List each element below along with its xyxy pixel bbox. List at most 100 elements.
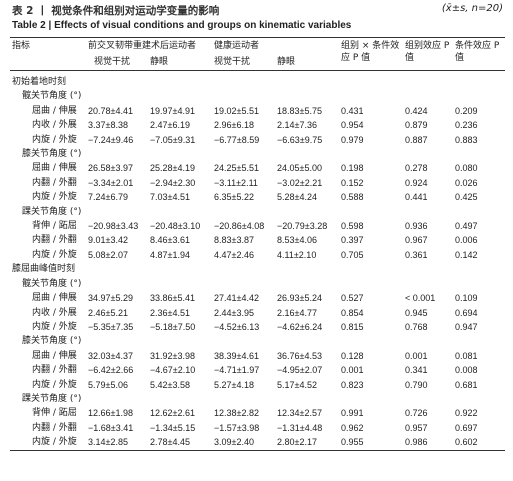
cell: 0.425: [455, 192, 478, 203]
group-row: 踝关节角度 (°): [10, 205, 505, 219]
row-label: 内旋 / 外旋: [32, 249, 77, 260]
cell: −20.86±4.08: [214, 221, 265, 232]
cell: 0.361: [405, 249, 428, 260]
cell: −4.67±2.10: [150, 365, 196, 376]
cell: −5.18±7.50: [150, 321, 196, 332]
data-row: 内翻 / 外翻 9.01±3.42 8.46±3.61 8.83±3.87 8.53±4…: [10, 233, 505, 247]
cell: 9.01±3.42: [88, 235, 128, 246]
row-label: 内翻 / 外翻: [32, 177, 77, 188]
row-label: 内旋 / 外旋: [32, 437, 77, 448]
cell: 7.24±6.79: [88, 192, 128, 203]
cell: 0.962: [341, 422, 364, 433]
cell: 6.35±5.22: [214, 192, 254, 203]
cell: 31.92±3.98: [150, 350, 195, 361]
header-cell: 条件效应 P 值: [455, 41, 500, 63]
cell: −1.68±3.41: [88, 422, 134, 433]
cell: 3.09±2.40: [214, 437, 254, 448]
cell: 0.341: [405, 365, 428, 376]
cell: 0.001: [405, 350, 428, 361]
cell: 2.14±7.36: [277, 120, 317, 131]
row-label: 内翻 / 外翻: [32, 365, 77, 376]
subheader-cell: 视觉干扰: [94, 57, 131, 67]
subheader-cell: 静眼: [150, 57, 169, 67]
data-row: 内旋 / 外旋 5.08±2.07 4.87±1.94 4.47±2.46 4.11±2…: [10, 248, 505, 262]
cell: 0.198: [341, 163, 364, 174]
cell: 0.936: [405, 221, 428, 232]
section-title: 初始着地时刻: [12, 77, 67, 87]
data-row: 内收 / 外展 2.46±5.21 2.36±4.51 2.44±3.95 2.16±4…: [10, 306, 505, 320]
cell: 0.955: [341, 437, 364, 448]
title-en: Table 2 | Effects of visual conditions a…: [12, 20, 352, 31]
header-cell: 指标: [12, 41, 31, 51]
data-row: 内旋 / 外旋 7.24±6.79 7.03±4.51 6.35±5.22 5.28±4…: [10, 190, 505, 204]
cell: −4.62±6.24: [277, 321, 323, 332]
row-label: 背伸 / 跖屈: [32, 408, 77, 419]
cell: 34.97±5.29: [88, 293, 133, 304]
row-label: 内收 / 外展: [32, 120, 77, 131]
cell: 0.209: [455, 105, 478, 116]
header-cell: 健康运动者: [214, 41, 260, 51]
data-row: 屈曲 / 伸展 20.78±4.41 19.97±4.91 19.02±5.51 18.…: [10, 104, 505, 118]
cell: 0.431: [341, 105, 364, 116]
cell: < 0.001: [405, 293, 436, 304]
cell: −3.34±2.01: [88, 177, 134, 188]
cell: 2.36±4.51: [150, 307, 190, 318]
cell: 19.97±4.91: [150, 105, 195, 116]
row-label: 屈曲 / 伸展: [32, 350, 77, 361]
row-label: 内收 / 外展: [32, 307, 77, 318]
cell: 33.86±5.41: [150, 293, 195, 304]
row-label: 内旋 / 外旋: [32, 379, 77, 390]
cell: 0.026: [455, 177, 478, 188]
cell: −4.71±1.97: [214, 365, 260, 376]
cell: 5.28±4.24: [277, 192, 317, 203]
cell: 12.34±2.57: [277, 408, 322, 419]
data-row: 屈曲 / 伸展 34.97±5.29 33.86±5.41 27.41±4.42 26.…: [10, 291, 505, 305]
cell: 2.44±3.95: [214, 307, 254, 318]
stats-note: (x̄±s, n=20): [441, 3, 503, 14]
data-row: 背伸 / 跖屈 12.66±1.98 12.62±2.61 12.38±2.82 12.…: [10, 406, 505, 420]
cell: 2.16±4.77: [277, 307, 317, 318]
row-label: 内旋 / 外旋: [32, 321, 77, 332]
cell: 20.78±4.41: [88, 105, 133, 116]
table-body: 初始着地时刻髋关节角度 (°) 屈曲 / 伸展 20.78±4.41 19.97±4.…: [10, 71, 506, 451]
cell: 0.991: [341, 408, 364, 419]
data-row: 内收 / 外展 3.37±8.38 2.47±6.19 2.96±6.18 2.14±7…: [10, 118, 505, 132]
header-cell: 组别效应 P 值: [405, 41, 450, 63]
group-row: 髋关节角度 (°): [10, 89, 505, 103]
cell: 8.46±3.61: [150, 235, 190, 246]
cell: 2.47±6.19: [150, 120, 190, 131]
cell: 7.03±4.51: [150, 192, 190, 203]
cell: 12.62±2.61: [150, 408, 195, 419]
data-row: 屈曲 / 伸展 32.03±4.37 31.92±3.98 38.39±4.61 36.…: [10, 349, 505, 363]
cell: −7.24±9.46: [88, 134, 134, 145]
cell: 18.83±5.75: [277, 105, 322, 116]
cell: 0.441: [405, 192, 428, 203]
cell: −1.34±5.15: [150, 422, 196, 433]
row-label: 内旋 / 外旋: [32, 192, 77, 203]
cell: 0.109: [455, 293, 478, 304]
group-row: 髋关节角度 (°): [10, 277, 505, 291]
cell: 0.602: [455, 437, 478, 448]
group-title: 髋关节角度 (°): [22, 91, 82, 102]
data-row: 内翻 / 外翻 −6.42±2.66 −4.67±2.10 −4.71±1.97 −4.…: [10, 363, 505, 377]
header-cell: 组别 × 条件效应 P 值: [341, 41, 400, 63]
cell: 8.53±4.06: [277, 235, 317, 246]
cell: 5.27±4.18: [214, 379, 254, 390]
group-row: 膝关节角度 (°): [10, 334, 505, 348]
data-row: 内旋 / 外旋 −5.35±7.35 −5.18±7.50 −4.52±6.13 −4.…: [10, 320, 505, 334]
cell: −4.52±6.13: [214, 321, 260, 332]
cell: 0.008: [455, 365, 478, 376]
cell: 0.081: [455, 350, 478, 361]
group-title: 膝关节角度 (°): [22, 149, 82, 160]
group-row: 膝关节角度 (°): [10, 147, 505, 161]
cell: 2.46±5.21: [88, 307, 128, 318]
group-title: 膝关节角度 (°): [22, 336, 82, 347]
cell: 0.924: [405, 177, 428, 188]
cell: 0.887: [405, 134, 428, 145]
row-label: 内翻 / 外翻: [32, 235, 77, 246]
cell: −6.42±2.66: [88, 365, 134, 376]
cell: −20.98±3.43: [88, 221, 139, 232]
cell: 0.681: [455, 379, 478, 390]
cell: 2.80±2.17: [277, 437, 317, 448]
